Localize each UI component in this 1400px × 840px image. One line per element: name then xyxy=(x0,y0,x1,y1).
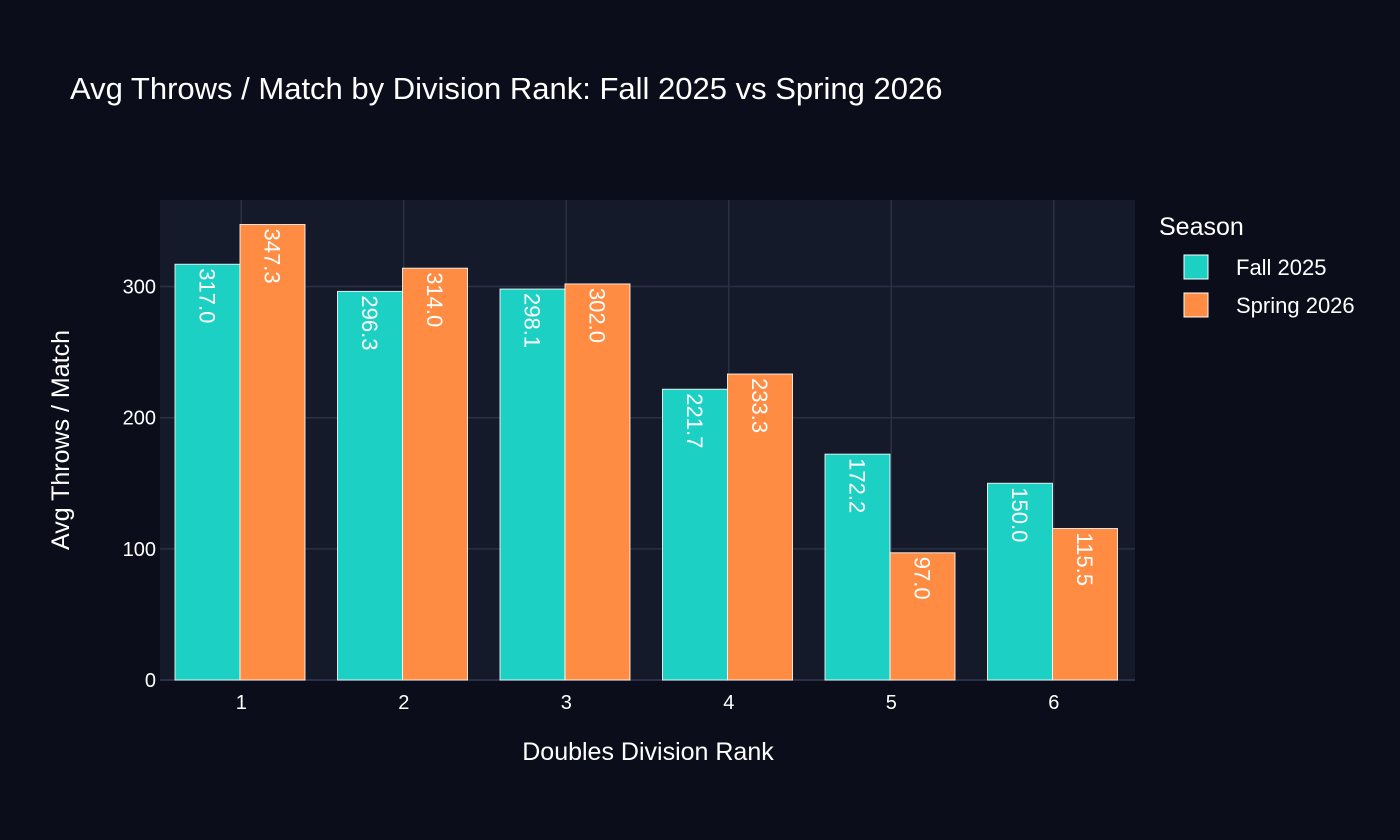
y-tick-label-0: 0 xyxy=(145,670,156,692)
bar-fall-2025-rank-3[interactable] xyxy=(499,288,566,681)
bar-label-spring-2026-rank-6: 115.5 xyxy=(1072,533,1097,586)
y-axis-ticks: 0 100 200 300 xyxy=(123,277,156,692)
legend-title: Season xyxy=(1159,213,1244,241)
bar-label-fall-2025-rank-5: 172.2 xyxy=(845,458,870,513)
bar-spring-2026-rank-1[interactable] xyxy=(239,224,306,681)
bar-spring-2026-rank-2[interactable] xyxy=(402,267,468,681)
bar-label-spring-2026-rank-1: 347.3 xyxy=(260,229,285,284)
bar-spring-2026-rank-4[interactable] xyxy=(727,373,793,681)
legend-swatch-spring-2026[interactable] xyxy=(1183,292,1209,318)
x-tick-label-1: 1 xyxy=(236,692,247,714)
bar-label-spring-2026-rank-5: 97.0 xyxy=(910,557,935,600)
legend: Season Fall 2025 Spring 2026 xyxy=(1159,213,1355,318)
x-tick-label-3: 3 xyxy=(561,692,572,714)
bar-label-fall-2025-rank-3: 298.1 xyxy=(520,293,545,348)
x-tick-label-5: 5 xyxy=(886,692,897,714)
bar-label-spring-2026-rank-2: 314.0 xyxy=(422,272,447,327)
plot-area xyxy=(160,200,1135,680)
x-tick-label-4: 4 xyxy=(723,692,734,714)
bar-label-fall-2025-rank-2: 296.3 xyxy=(357,295,382,350)
bar-fall-2025-rank-6[interactable] xyxy=(987,482,1053,681)
bar-label-spring-2026-rank-4: 233.3 xyxy=(747,378,772,433)
y-tick-label-300: 300 xyxy=(123,277,156,299)
bar-label-fall-2025-rank-6: 150.0 xyxy=(1007,487,1032,542)
bar-spring-2026-rank-3[interactable] xyxy=(564,283,631,681)
y-tick-label-100: 100 xyxy=(123,539,156,561)
bar-spring-2026-rank-6[interactable] xyxy=(1052,528,1118,681)
bar-fall-2025-rank-5[interactable] xyxy=(824,453,891,681)
bar-label-spring-2026-rank-3: 302.0 xyxy=(585,288,610,343)
legend-label-spring-2026[interactable]: Spring 2026 xyxy=(1236,293,1355,318)
legend-swatch-fall-2025[interactable] xyxy=(1183,254,1209,280)
y-axis-title: Avg Throws / Match xyxy=(47,330,75,550)
x-axis-ticks: 1 2 3 4 5 6 xyxy=(236,692,1060,714)
bar-fall-2025-rank-1[interactable] xyxy=(174,263,241,681)
x-tick-label-2: 2 xyxy=(398,692,409,714)
legend-label-fall-2025[interactable]: Fall 2025 xyxy=(1236,255,1327,280)
bar-label-fall-2025-rank-1: 317.0 xyxy=(195,268,220,323)
bar-fall-2025-rank-2[interactable] xyxy=(337,290,403,681)
bar-spring-2026-rank-5[interactable] xyxy=(889,552,956,681)
y-tick-label-200: 200 xyxy=(123,408,156,430)
chart-title: Avg Throws / Match by Division Rank: Fal… xyxy=(70,71,942,106)
bar-series-layer xyxy=(174,224,1118,681)
x-tick-label-6: 6 xyxy=(1048,692,1059,714)
bar-fall-2025-rank-4[interactable] xyxy=(662,388,728,681)
bar-label-fall-2025-rank-4: 221.7 xyxy=(682,393,707,448)
bar-data-labels: 317.0 296.3 298.1 221.7 172.2 150.0 347.3 314.0… xyxy=(195,229,1098,600)
x-axis-title: Doubles Division Rank xyxy=(522,738,774,766)
